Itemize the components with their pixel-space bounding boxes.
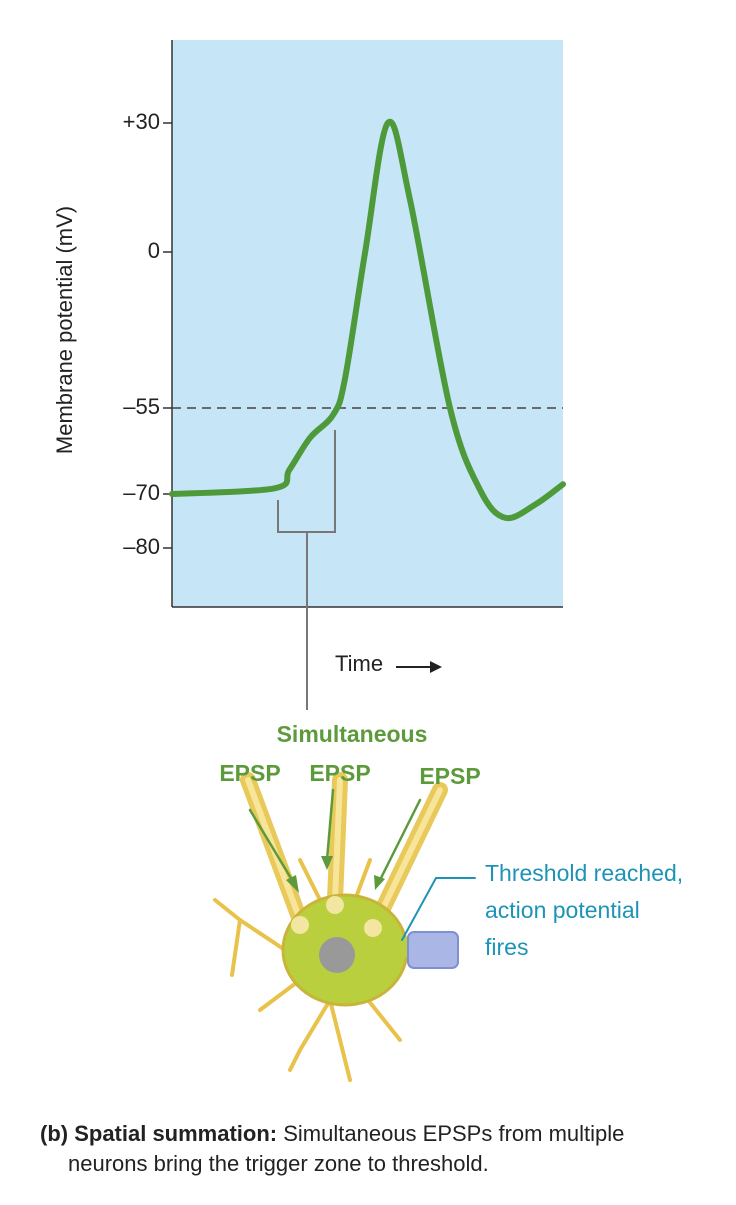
y-axis-label: Membrane potential (mV) bbox=[52, 206, 77, 454]
y-tick-label: –70 bbox=[123, 480, 160, 505]
caption-bold: (b) Spatial summation: bbox=[40, 1121, 277, 1146]
time-arrow-head bbox=[430, 661, 442, 673]
annotation: action potential bbox=[485, 897, 640, 923]
caption: neurons bring the trigger zone to thresh… bbox=[68, 1151, 489, 1176]
y-tick-label: –80 bbox=[123, 534, 160, 559]
plot-area bbox=[172, 40, 563, 607]
potential-line bbox=[169, 118, 566, 522]
arrow-head bbox=[374, 875, 385, 890]
annotation: EPSP bbox=[219, 760, 280, 786]
annotation: fires bbox=[485, 934, 528, 960]
y-tick-label: +30 bbox=[123, 109, 160, 134]
annotation: Simultaneous bbox=[277, 721, 428, 747]
annotation: Threshold reached, bbox=[485, 860, 683, 886]
annotation: EPSP bbox=[419, 763, 480, 789]
x-axis-label: Time bbox=[335, 651, 383, 676]
caption: (b) Spatial summation: Simultaneous EPSP… bbox=[40, 1121, 624, 1146]
caption-text: Simultaneous EPSPs from multiple bbox=[283, 1121, 624, 1146]
arrow-head bbox=[286, 875, 299, 893]
y-tick-label: –55 bbox=[123, 394, 160, 419]
arrow-head bbox=[321, 856, 333, 870]
y-tick-label: 0 bbox=[148, 238, 160, 263]
annotation: EPSP bbox=[309, 760, 370, 786]
neuron bbox=[213, 772, 476, 1082]
